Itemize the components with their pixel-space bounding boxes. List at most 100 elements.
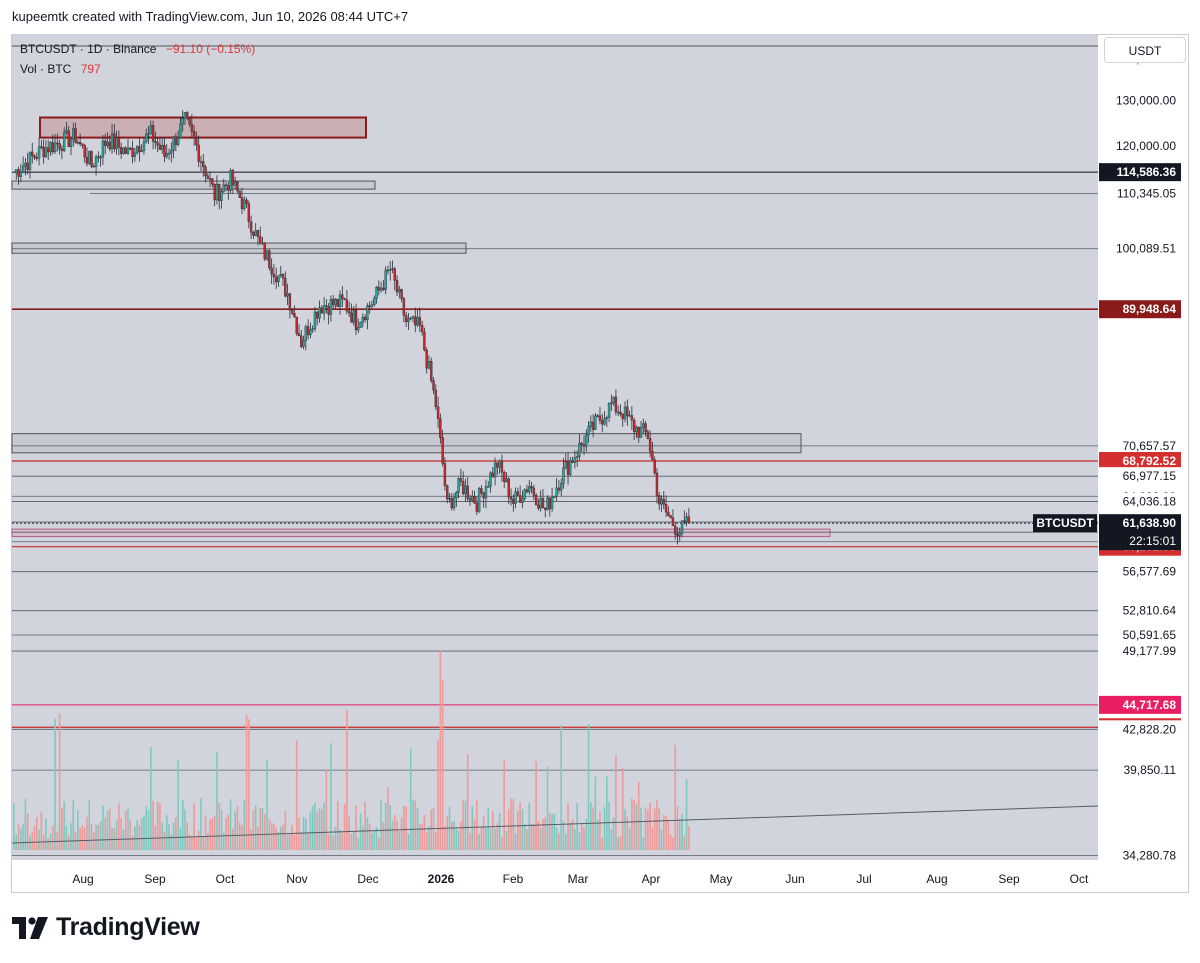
candle-body <box>140 150 143 153</box>
candle-body <box>233 180 237 186</box>
currency-selector[interactable]: USDT <box>1104 37 1186 63</box>
candle-body <box>35 157 38 159</box>
candle-body <box>21 165 25 173</box>
candle-body <box>304 326 308 341</box>
volume-bar <box>562 820 565 850</box>
candle-body <box>343 298 346 301</box>
volume-bar <box>371 833 373 850</box>
volume-bar <box>327 834 330 850</box>
candle-body <box>186 112 189 119</box>
volume-bar <box>95 824 97 850</box>
volume-bar <box>642 837 645 850</box>
symbol-legend[interactable]: BTCUSDT · 1D · Binance −91.10 (−0.15%) <box>20 42 255 56</box>
candle-body <box>560 483 563 491</box>
candle-body <box>461 481 465 495</box>
volume-bar <box>318 807 321 850</box>
volume-bar <box>172 822 175 850</box>
candle-body <box>26 162 29 170</box>
volume-bar <box>45 818 47 850</box>
candle-body <box>632 420 636 433</box>
volume-bar <box>558 833 560 850</box>
candle-body <box>133 152 137 157</box>
candle-body <box>573 457 577 463</box>
price-level-label: 66,977.15 <box>1123 469 1177 483</box>
candle-body <box>539 498 542 509</box>
x-tick-label: May <box>710 872 733 886</box>
volume-bar <box>539 828 542 850</box>
candle-body <box>265 250 269 260</box>
chart-pane[interactable] <box>11 34 1189 893</box>
volume-bar <box>505 830 508 850</box>
volume-bar <box>489 828 492 850</box>
candle-body <box>687 516 691 524</box>
candle-body <box>411 316 415 319</box>
volume-bar <box>391 821 394 850</box>
candle-body <box>452 497 456 509</box>
candle-body <box>142 141 146 152</box>
candle-body <box>275 276 278 283</box>
volume-bar <box>523 824 526 850</box>
candle-body <box>108 141 111 150</box>
candle-body <box>626 406 629 417</box>
price-label-box <box>1099 436 1181 455</box>
candle-body <box>238 190 241 198</box>
candle-body <box>357 327 360 331</box>
candle-body <box>582 444 586 447</box>
candle-body <box>416 317 419 326</box>
volume-bar <box>551 813 553 850</box>
candle-body <box>197 144 200 162</box>
volume-bar <box>99 821 102 850</box>
volume-bar <box>145 806 148 850</box>
candle-body <box>129 147 132 150</box>
volume-bar <box>665 816 667 850</box>
volume-bar <box>118 803 120 850</box>
volume-bar <box>375 827 378 850</box>
candle-body <box>217 183 221 201</box>
volume-bar <box>286 835 289 850</box>
volume-bar <box>316 811 319 850</box>
volume-bar <box>450 821 453 850</box>
volume-bar <box>254 805 257 850</box>
volume-bar <box>65 825 68 850</box>
volume-bar <box>131 835 134 850</box>
volume-bar <box>209 819 211 850</box>
volume-bar <box>305 818 307 850</box>
volume-bar <box>612 817 615 850</box>
volume-bar <box>592 807 594 850</box>
price-level-label: 114,586.36 <box>1117 165 1177 179</box>
candle-body <box>404 315 408 322</box>
volume-bar <box>193 803 195 850</box>
volume-bar <box>405 806 407 850</box>
candle-body <box>192 131 196 139</box>
price-label-box <box>1099 163 1181 182</box>
candle-body <box>249 221 253 233</box>
volume-legend[interactable]: Vol · BTC 797 <box>20 62 101 76</box>
volume-bar <box>430 809 433 850</box>
price-level-label: 50,591.65 <box>1123 628 1177 642</box>
volume-bar <box>106 811 109 850</box>
candle-body <box>386 269 390 272</box>
candle-body <box>149 125 153 134</box>
price-level-label: 110,345.05 <box>1117 187 1176 201</box>
candle-body <box>85 156 89 164</box>
volume-bar <box>81 824 84 850</box>
time-scale[interactable] <box>12 860 1188 892</box>
candle-body <box>40 146 43 148</box>
volume-bar <box>90 823 93 850</box>
candle-body <box>99 156 102 159</box>
volume-bar <box>674 745 676 850</box>
volume-bar <box>47 837 49 850</box>
candle-body <box>115 137 118 150</box>
candle-body <box>658 495 661 505</box>
candle-body <box>427 361 431 369</box>
candle-body <box>147 133 150 135</box>
candle-body <box>498 460 501 468</box>
candle-body <box>671 517 675 527</box>
candle-body <box>648 438 652 452</box>
volume-bar <box>608 801 610 850</box>
volume-bar <box>492 810 494 850</box>
volume-bar <box>350 834 353 850</box>
volume-bar <box>264 814 266 850</box>
price-change: −91.10 (−0.15%) <box>165 42 256 56</box>
